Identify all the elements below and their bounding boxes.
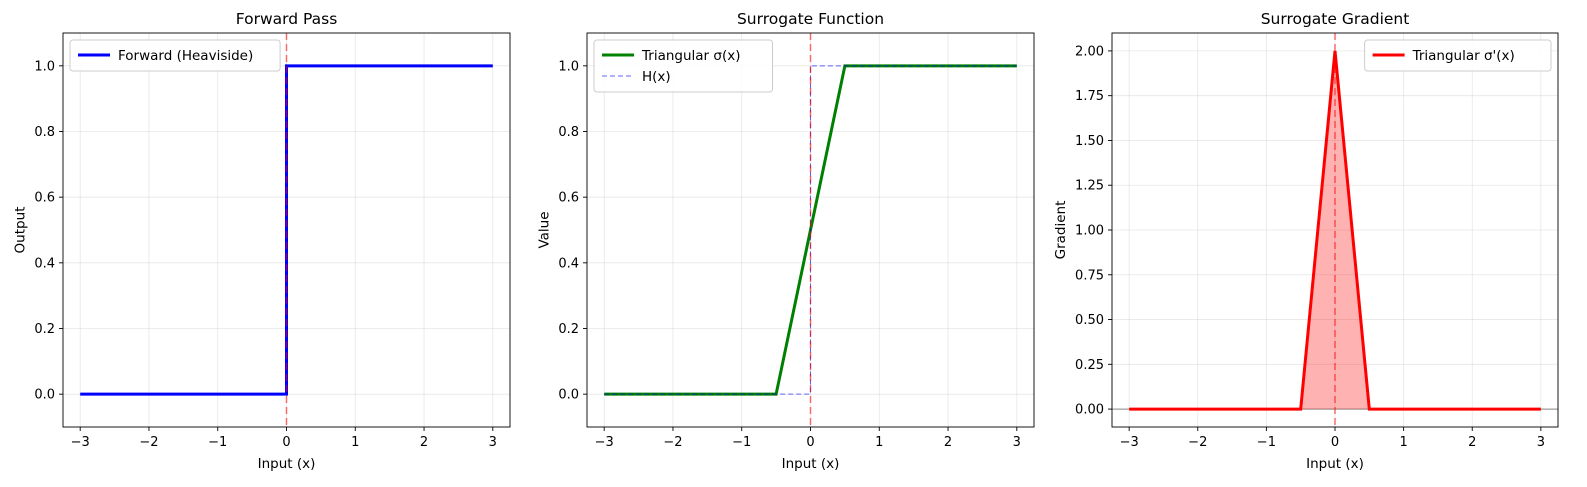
legend-label: Forward (Heaviside) <box>118 48 253 64</box>
x-tick-label: 0 <box>282 435 290 450</box>
legend: Triangular σ(x) H(x) <box>593 39 773 93</box>
y-axis-label: Output <box>12 207 28 254</box>
legend-box <box>593 39 773 93</box>
legend-label: Triangular σ'(x) <box>1412 48 1515 64</box>
series-line-1 <box>80 64 493 396</box>
y-tick-label: 0.0 <box>558 388 579 403</box>
x-tick-label: 2 <box>420 435 428 450</box>
y-tick-label: 1.25 <box>1075 179 1104 194</box>
x-tick-label: −1 <box>732 435 751 450</box>
series-line-2 <box>604 65 1017 395</box>
legend-label: Triangular σ(x) <box>641 48 740 64</box>
y-tick-label: 1.75 <box>1075 89 1104 104</box>
x-tick-label: −3 <box>595 435 614 450</box>
subplot-2: −3 −2 −1 0 1 2 3 0.0 0.2 0.4 0.6 0.8 1.0 Surrogate Fu… <box>536 10 1035 472</box>
x-tick-label: 2 <box>1468 435 1476 450</box>
y-tick-label: 1.00 <box>1075 224 1104 239</box>
y-tick-label: 1.0 <box>558 59 579 74</box>
y-tick-label: 0.00 <box>1075 403 1104 418</box>
x-tick-label: 1 <box>351 435 359 450</box>
legend-box <box>1364 39 1552 72</box>
y-tick-label: 0.25 <box>1075 358 1104 373</box>
chart-title: Surrogate Function <box>737 10 884 28</box>
x-tick-label: 1 <box>875 435 883 450</box>
x-tick-label: −2 <box>663 435 682 450</box>
y-tick-label: 0.75 <box>1075 268 1104 283</box>
x-axis-label: Input (x) <box>782 456 840 472</box>
y-tick-label: 0.4 <box>34 256 55 271</box>
x-axis-label: Input (x) <box>1306 456 1364 472</box>
legend-label: H(x) <box>642 69 671 85</box>
area-fill-1 <box>1129 50 1541 410</box>
legend: Forward (Heaviside) <box>69 39 281 72</box>
chart-title: Surrogate Gradient <box>1261 10 1410 28</box>
x-tick-label: 1 <box>1399 435 1407 450</box>
chart-title: Forward Pass <box>236 10 338 28</box>
x-tick-label: −2 <box>139 435 158 450</box>
y-tick-label: 0.2 <box>558 322 579 337</box>
x-tick-label: 0 <box>1331 435 1339 450</box>
y-tick-label: 0.8 <box>34 125 55 140</box>
x-tick-label: 0 <box>806 435 814 450</box>
y-axis-label: Gradient <box>1053 201 1069 260</box>
y-tick-label: 0.6 <box>34 191 55 206</box>
legend-box <box>69 39 281 72</box>
x-tick-label: −3 <box>1120 435 1139 450</box>
subplot-3: −3 −2 −1 0 1 2 3 0.00 0.25 0.50 0.75 1.00 1.25 1.50 1.… <box>1053 10 1559 472</box>
y-axis-label: Value <box>536 211 552 248</box>
y-tick-label: 1.0 <box>34 59 55 74</box>
x-tick-label: −2 <box>1188 435 1207 450</box>
x-tick-label: −3 <box>71 435 90 450</box>
y-tick-label: 0.4 <box>558 256 579 271</box>
x-tick-label: 2 <box>944 435 952 450</box>
y-tick-label: 0.6 <box>558 191 579 206</box>
y-tick-label: 0.8 <box>558 125 579 140</box>
y-tick-label: 2.00 <box>1075 44 1104 59</box>
x-tick-label: −1 <box>1257 435 1276 450</box>
x-tick-label: −1 <box>208 435 227 450</box>
y-tick-label: 0.50 <box>1075 313 1104 328</box>
x-tick-label: 3 <box>1537 435 1545 450</box>
subplot-1: −3 −2 −1 0 1 2 3 0.0 0.2 0.4 0.6 0.8 1.0 Forward Pass… <box>12 10 511 472</box>
y-tick-label: 0.2 <box>34 322 55 337</box>
x-tick-label: 3 <box>489 435 497 450</box>
y-tick-label: 1.50 <box>1075 134 1104 149</box>
legend: Triangular σ'(x) <box>1364 39 1552 72</box>
y-tick-label: 0.0 <box>34 388 55 403</box>
x-tick-label: 3 <box>1013 435 1021 450</box>
x-axis-label: Input (x) <box>258 456 316 472</box>
